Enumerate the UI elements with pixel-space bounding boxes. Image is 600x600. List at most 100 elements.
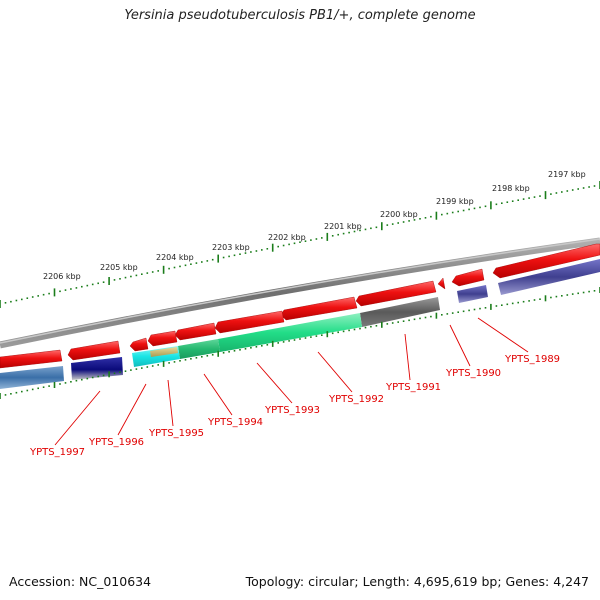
minor-tick (97, 375, 99, 378)
minor-tick (304, 240, 307, 242)
minor-tick (26, 389, 29, 392)
cds-arrow[interactable] (0, 349, 63, 369)
minor-tick (255, 250, 258, 252)
minor-tick (582, 291, 585, 294)
minor-tick (86, 284, 89, 287)
minor-tick (4, 302, 7, 304)
cds-arrow[interactable] (214, 310, 285, 334)
cds-arrow[interactable] (67, 340, 121, 361)
minor-tick (577, 188, 579, 190)
minor-tick (15, 391, 18, 394)
cds-arrow[interactable] (174, 322, 217, 341)
major-tick (0, 300, 1, 308)
minor-tick (42, 386, 45, 388)
minor-tick (250, 347, 252, 349)
genome-backbone (0, 237, 600, 349)
kbp-label: 2206 kbp (43, 272, 81, 281)
minor-tick (146, 366, 149, 368)
feature-block-navy[interactable] (71, 357, 123, 380)
minor-tick (577, 292, 579, 295)
major-tick (271, 243, 274, 252)
minor-tick (282, 244, 285, 247)
feature-block-dark[interactable] (360, 297, 440, 327)
minor-tick (195, 357, 198, 359)
minor-tick (337, 331, 339, 334)
major-tick (544, 191, 547, 200)
minor-tick (419, 317, 421, 320)
cds-arrow[interactable] (451, 268, 485, 287)
minor-tick (375, 325, 378, 327)
minor-tick (244, 348, 247, 350)
gene-label-layer: YPTS_1997YPTS_1996YPTS_1995YPTS_1994YPTS… (29, 317, 560, 458)
gene-locus-label[interactable]: YPTS_1997 (29, 447, 85, 458)
minor-tick (364, 228, 367, 231)
minor-tick (550, 296, 552, 299)
gene-locus-label[interactable]: YPTS_1990 (445, 368, 501, 379)
minor-tick (21, 390, 23, 393)
minor-tick (266, 248, 269, 250)
minor-tick (446, 212, 449, 215)
feature-block-steel[interactable] (0, 366, 64, 389)
minor-tick (424, 217, 427, 219)
cds-arrow[interactable] (492, 243, 600, 279)
cds-arrow[interactable] (437, 277, 446, 290)
minor-tick (522, 198, 525, 200)
minor-tick (495, 305, 498, 307)
cds-arrow[interactable] (147, 330, 178, 347)
minor-tick (130, 275, 132, 278)
minor-tick (157, 270, 159, 272)
minor-tick (342, 330, 345, 333)
minor-tick (222, 256, 225, 259)
cds-arrow[interactable] (129, 337, 149, 352)
minor-tick (250, 251, 252, 253)
outer-scale-ruler (0, 181, 600, 308)
minor-tick (10, 393, 12, 395)
cds-arrow[interactable] (355, 280, 437, 307)
minor-tick (593, 185, 596, 187)
minor-tick (233, 254, 236, 257)
minor-tick (397, 222, 399, 224)
minor-tick (511, 302, 514, 305)
minor-tick (408, 220, 410, 222)
major-tick (162, 360, 165, 367)
minor-tick (190, 358, 192, 360)
feature-block-blue[interactable] (498, 259, 600, 295)
gene-locus-label[interactable]: YPTS_1996 (88, 437, 144, 448)
minor-tick (293, 339, 296, 341)
minor-tick (75, 287, 78, 289)
minor-tick (222, 352, 225, 354)
minor-tick (261, 249, 263, 251)
minor-tick (244, 252, 247, 254)
minor-tick (239, 253, 241, 255)
feature-block-green[interactable] (218, 313, 362, 352)
gene-locus-label[interactable]: YPTS_1994 (207, 417, 263, 428)
minor-tick (113, 279, 116, 281)
minor-tick (97, 282, 99, 285)
minor-tick (571, 293, 574, 295)
minor-tick (511, 200, 514, 202)
minor-tick (135, 368, 138, 370)
minor-tick (179, 265, 181, 268)
minor-tick (299, 338, 301, 340)
minor-tick (168, 267, 170, 270)
gene-locus-label[interactable]: YPTS_1995 (148, 428, 204, 439)
feature-block-olive[interactable] (150, 347, 178, 357)
minor-tick (375, 226, 378, 229)
minor-tick (441, 213, 443, 216)
gene-locus-label[interactable]: YPTS_1991 (385, 382, 441, 393)
major-tick (381, 321, 383, 328)
minor-tick (255, 346, 258, 348)
feature-block-green[interactable] (178, 339, 220, 359)
gene-locus-label[interactable]: YPTS_1992 (328, 394, 384, 405)
gene-locus-label[interactable]: YPTS_1993 (264, 405, 320, 416)
minor-tick (31, 388, 34, 391)
minor-tick (353, 230, 356, 233)
major-tick (490, 201, 492, 210)
major-tick (217, 254, 219, 263)
feature-block-blue[interactable] (457, 285, 488, 303)
major-tick (490, 303, 492, 310)
minor-tick (533, 196, 536, 198)
gene-locus-label[interactable]: YPTS_1989 (504, 354, 560, 365)
minor-tick (70, 381, 72, 383)
kbp-label: 2205 kbp (100, 263, 138, 272)
